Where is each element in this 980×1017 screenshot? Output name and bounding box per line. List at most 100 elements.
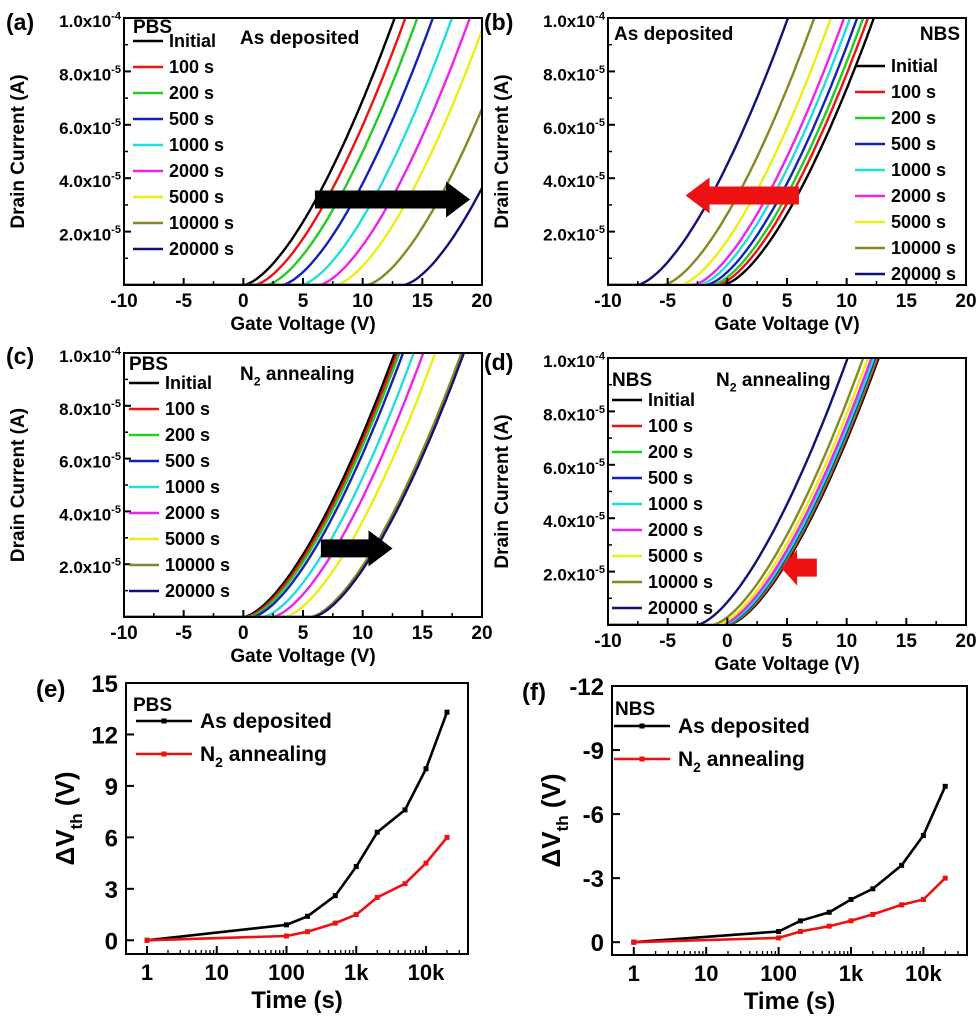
panel-label: (f)	[522, 679, 546, 706]
data-point	[848, 918, 854, 924]
y-axis-title: Drain Current (A)	[492, 74, 513, 228]
y-tick-label-sup: -5	[111, 117, 121, 129]
y-tick-label-base: 4.0x10	[59, 505, 111, 524]
y-tick-label-base: 6.0x10	[59, 119, 111, 138]
legend-marker	[639, 723, 645, 729]
y-tick-label: 1.0x10-4	[59, 345, 122, 366]
data-point	[942, 783, 948, 789]
legend: Initial 100 s 200 s 500 s 1000 s 2000 s 5000 s…	[129, 373, 230, 601]
series-line-5000-s	[608, 18, 833, 285]
x-tick-label: 100	[268, 960, 305, 985]
annotation-label: NBS	[615, 699, 655, 720]
legend-entry-sub: 2	[215, 754, 223, 770]
series-line	[633, 877, 947, 944]
series-line-20000-s	[608, 358, 849, 625]
legend-entry: 100 s	[891, 82, 936, 102]
x-axis-title: Time (s)	[251, 987, 343, 1014]
x-tick-label: 1	[628, 961, 640, 986]
y-axis-title-sub: th	[553, 815, 572, 831]
y-tick-label: 1.0x10-4	[59, 10, 122, 31]
y-axis-title: ΔVth (V)	[536, 774, 572, 868]
series-line-initial	[124, 353, 396, 617]
data-point	[423, 860, 429, 866]
data-point	[353, 912, 359, 918]
data-point	[374, 894, 380, 900]
series-line-500-s	[124, 353, 405, 617]
legend-entry: 2000 s	[648, 520, 703, 540]
data-point	[797, 918, 803, 924]
legend-entry-rest: annealing	[223, 743, 327, 766]
panel-c: -10 -5 0 5 10 15 202.0x10-54.0x10-56.0x10-58.0…	[6, 343, 493, 667]
legend-entry: 200 s	[891, 108, 936, 128]
data-point	[942, 875, 948, 881]
series-line-1000-s	[124, 353, 416, 617]
annotation-label-sub: 2	[730, 381, 737, 395]
series-line-20000-s	[608, 18, 790, 285]
data-point	[444, 709, 450, 715]
y-axis-title-rest: (V)	[50, 772, 80, 814]
annotation-label-rest: annealing	[261, 364, 355, 385]
y-tick-label-base: 2.0x10	[543, 226, 595, 245]
annotation-label-base: N	[240, 364, 254, 385]
annotation-label: NBS	[612, 370, 652, 391]
legend-entry: 5000 s	[891, 212, 946, 232]
legend-entry: 10000 s	[648, 572, 713, 592]
y-tick-label: 8.0x10-5	[543, 404, 605, 425]
x-tick-label: -5	[659, 631, 676, 652]
y-tick-label-sup: -5	[595, 224, 605, 236]
series-line-2000-s	[124, 353, 425, 617]
shift-arrow	[685, 177, 799, 214]
y-tick-label: 15	[91, 671, 118, 698]
legend-entry: 500 s	[648, 468, 693, 488]
x-tick-label: 10	[694, 961, 718, 986]
legend-entry: 2000 s	[169, 161, 224, 181]
series-line-initial	[124, 18, 396, 285]
x-tick-label: 15	[896, 291, 918, 312]
y-axis-title-sub: th	[67, 813, 86, 829]
x-tick-label: 20	[955, 291, 976, 312]
y-tick-label: -6	[583, 802, 604, 829]
series-line-200-s	[124, 353, 401, 617]
x-axis-title: Gate Voltage (V)	[714, 654, 859, 675]
y-tick-label: 2.0x10-5	[543, 564, 605, 585]
series-line-500-s	[608, 18, 859, 285]
y-tick-label-base: 2.0x10	[59, 558, 111, 577]
x-tick-label: -10	[110, 623, 137, 644]
y-tick-label-base: 1.0x10	[543, 12, 595, 31]
y-tick-label-base: 6.0x10	[59, 453, 111, 472]
data-point	[304, 929, 310, 935]
data-point	[826, 909, 832, 915]
y-tick-label-sup: -5	[111, 557, 121, 569]
x-tick-label: 0	[238, 623, 249, 644]
y-tick-label: 8.0x10-5	[59, 64, 121, 85]
legend-entry: 100 s	[165, 399, 210, 419]
legend-entry: 500 s	[169, 109, 214, 129]
series-line-5000-s	[124, 29, 482, 285]
data-point	[899, 862, 905, 868]
annotation-label: PBS	[129, 354, 168, 375]
y-tick-label-sup: -4	[595, 350, 606, 362]
data-point	[144, 937, 150, 943]
legend-entry: N2 annealing	[678, 748, 805, 775]
data-point	[332, 920, 338, 926]
y-tick-label-sup: -5	[111, 224, 121, 236]
legend-entry: 5000 s	[165, 529, 220, 549]
x-tick-label: 20	[955, 631, 976, 652]
legend-entry: 1000 s	[165, 477, 220, 497]
y-tick-label-sup: -5	[595, 117, 605, 129]
x-tick-label: -10	[594, 291, 621, 312]
data-point	[374, 829, 380, 835]
y-tick-label-sup: -4	[595, 10, 606, 22]
data-point	[899, 902, 905, 908]
legend-entry: 20000 s	[891, 264, 956, 284]
series-n2-annealing	[144, 834, 450, 943]
legend-entry: 500 s	[891, 134, 936, 154]
data-point	[353, 864, 359, 870]
y-tick-label-base: 2.0x10	[543, 566, 595, 585]
legend-entry: 5000 s	[648, 546, 703, 566]
x-tick-label: 15	[412, 291, 434, 312]
y-tick-label: 6.0x10-5	[543, 117, 605, 138]
y-tick-label-sup: -5	[111, 398, 121, 410]
shift-arrow	[320, 530, 393, 567]
shift-arrow	[314, 181, 471, 218]
